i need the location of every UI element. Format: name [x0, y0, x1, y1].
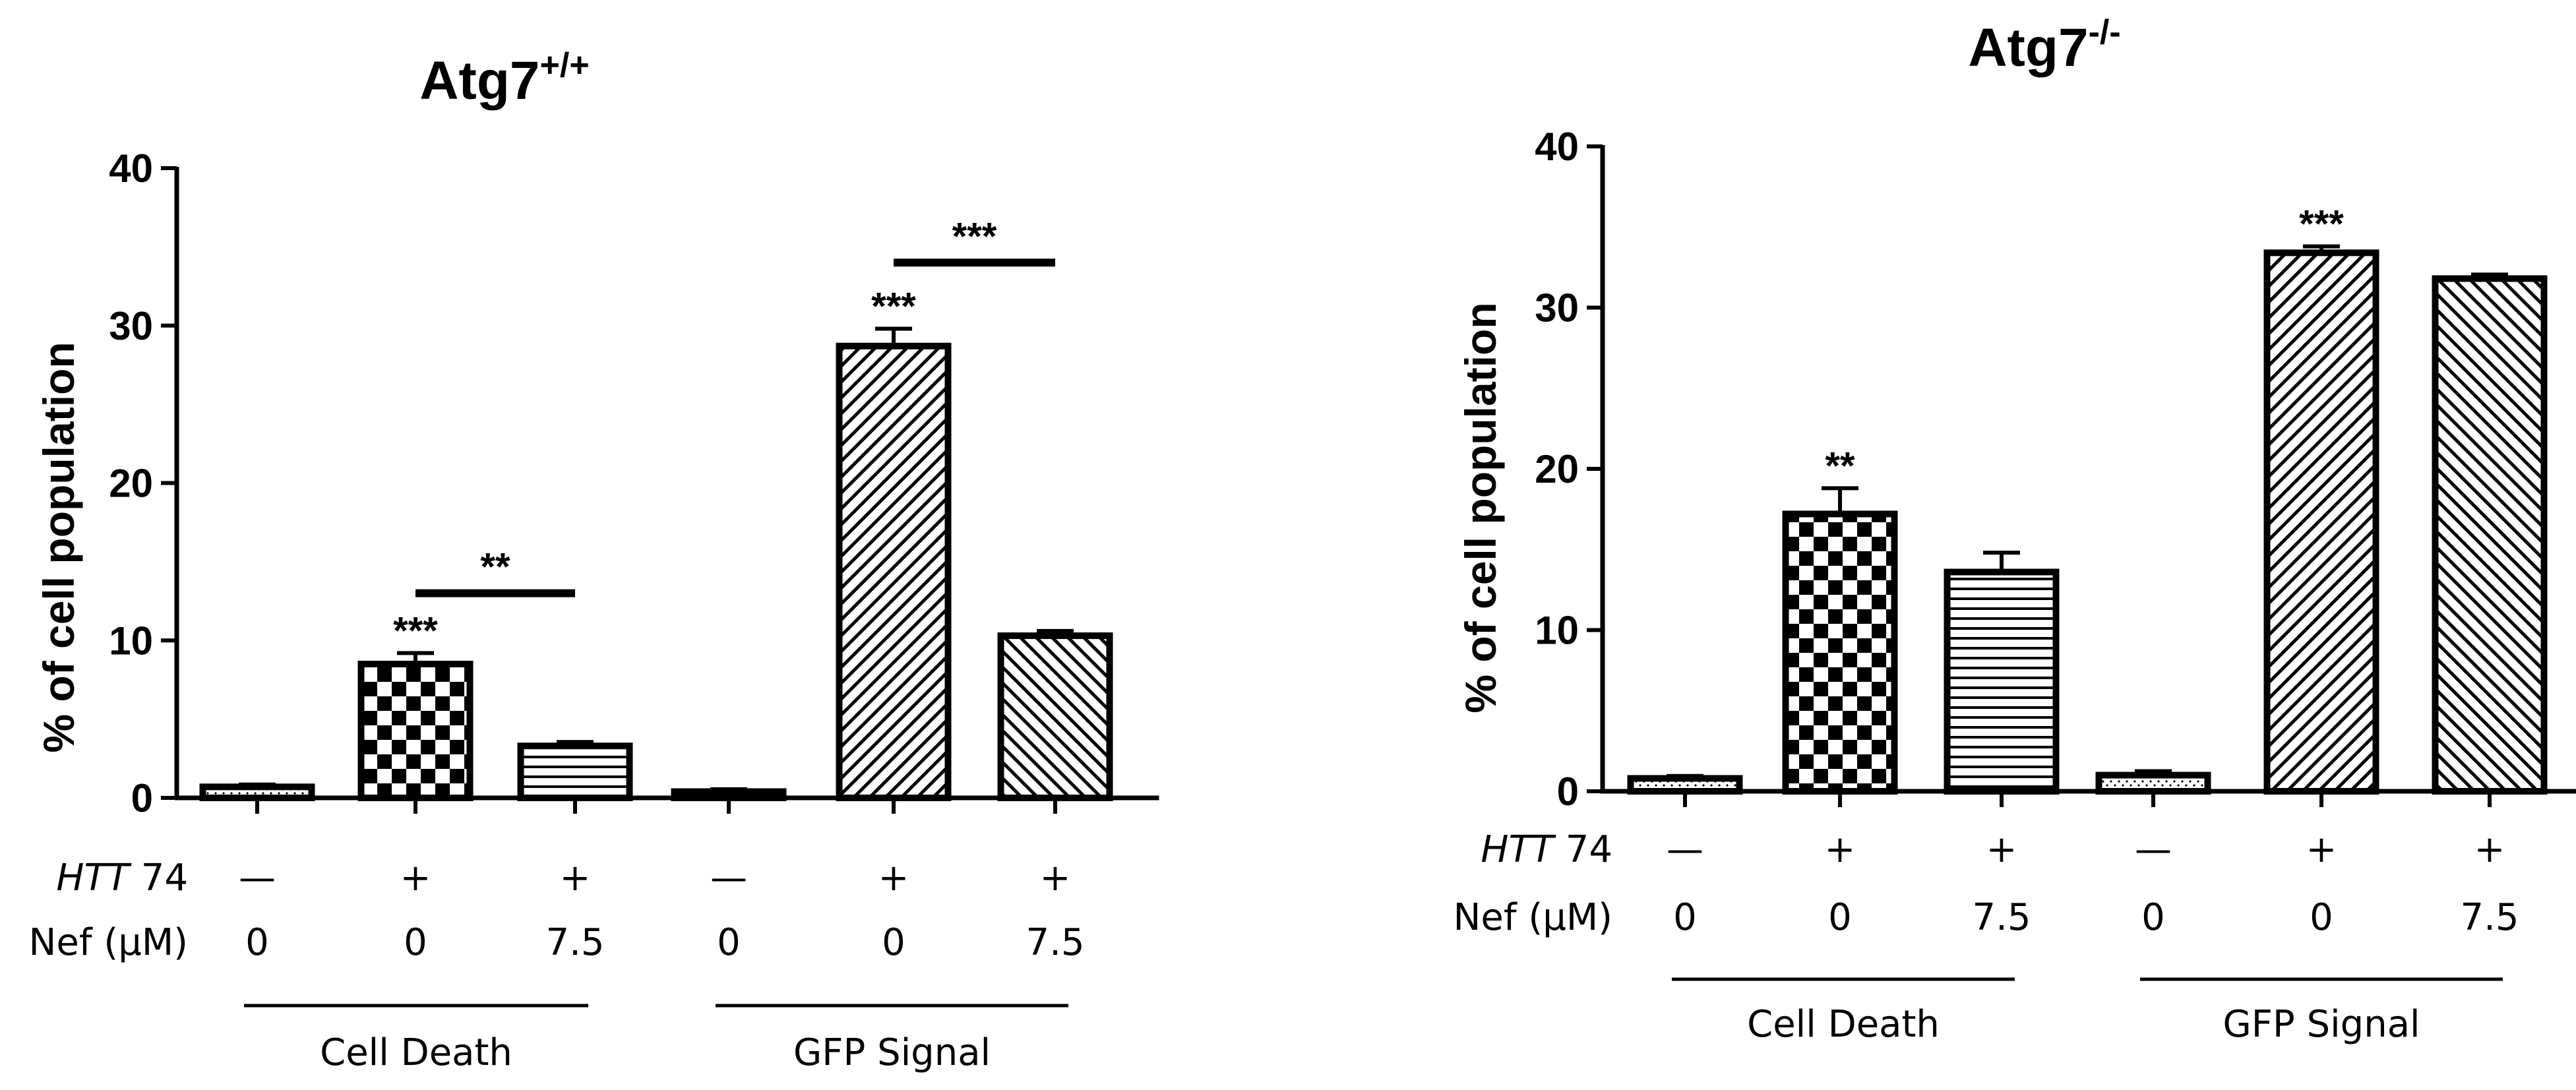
row-label-htt: HTT	[1481, 828, 1556, 871]
significance-label: ***	[871, 286, 916, 328]
y-tick-label: 0	[1557, 770, 1579, 814]
chart-panel-atg7-wt: Atg7+/+ % of cell population 0 10 20 30 40 **…	[29, 46, 1159, 1074]
row-label-htt74: HTT 74	[1481, 828, 1612, 871]
row-label-htt: HTT	[56, 857, 131, 899]
nef-value: 7.5	[1026, 921, 1084, 964]
nef-value: 0	[2310, 896, 2333, 939]
y-tick-label: 20	[109, 462, 153, 506]
bar	[671, 788, 787, 801]
nef-value: 0	[404, 921, 427, 964]
chart-panel-atg7-ko: Atg7-/- % of cell population 0 10 20 30 40 **…	[1454, 13, 2576, 1046]
y-tick-label: 0	[131, 776, 153, 820]
bar	[2095, 772, 2211, 795]
nef-value: 0	[882, 921, 905, 964]
htt74-value: —	[2135, 828, 2172, 871]
nef-value: 0	[1673, 896, 1697, 939]
group-label: GFP Signal	[793, 1031, 991, 1074]
htt74-value: —	[710, 857, 747, 899]
significance-label: ***	[393, 609, 438, 652]
bar	[836, 342, 952, 801]
y-axis-label: % of cell population	[1456, 302, 1505, 713]
bar	[997, 632, 1113, 802]
htt74-value: +	[400, 857, 431, 899]
bar	[517, 742, 633, 802]
nef-value: 7.5	[1972, 896, 2031, 939]
htt74-value: +	[1986, 828, 2017, 871]
y-tick-label: 10	[109, 619, 153, 663]
bar	[199, 783, 315, 801]
htt74-value: +	[2474, 828, 2505, 871]
y-tick-label: 30	[1535, 286, 1579, 330]
comparison-label: **	[480, 546, 510, 589]
y-tick-label: 30	[109, 304, 153, 348]
bar	[2263, 249, 2379, 795]
row-label-htt-suffix: 74	[129, 857, 188, 899]
bar	[1782, 510, 1898, 795]
row-label-htt74: HTT 74	[56, 857, 188, 899]
nef-value: 7.5	[545, 921, 604, 964]
y-tick-label: 20	[1535, 447, 1579, 491]
htt74-value: +	[2306, 828, 2337, 871]
y-tick-label: 40	[109, 146, 153, 191]
nef-value: 0	[1828, 896, 1852, 939]
htt74-value: +	[1825, 828, 1856, 871]
nef-value: 7.5	[2460, 896, 2519, 939]
htt74-value: +	[1040, 857, 1071, 899]
chart-title: Atg7+/+	[419, 46, 589, 111]
significance-label: ***	[2299, 203, 2344, 246]
y-tick-label: 10	[1535, 609, 1579, 653]
htt74-value: —	[239, 857, 276, 899]
y-tick-label: 40	[1535, 125, 1579, 169]
significance-label: **	[1825, 444, 1855, 487]
bar	[1627, 775, 1743, 795]
group-label: Cell Death	[1747, 1003, 1940, 1046]
chart-title: Atg7-/-	[1968, 13, 2120, 78]
row-label-nef: Nef (μM)	[29, 921, 189, 964]
bar	[1944, 568, 2060, 795]
y-axis-label: % of cell population	[34, 342, 83, 752]
comparison-label: ***	[952, 215, 997, 258]
bar	[357, 661, 474, 801]
htt74-value: +	[560, 857, 591, 899]
row-label-htt-suffix: 74	[1554, 828, 1612, 871]
nef-value: 0	[245, 921, 269, 964]
nef-value: 0	[717, 921, 741, 964]
bar	[2432, 275, 2548, 795]
row-label-nef: Nef (μM)	[1454, 896, 1613, 939]
group-label: GFP Signal	[2223, 1003, 2420, 1046]
nef-value: 0	[2141, 896, 2165, 939]
htt74-value: +	[878, 857, 909, 899]
htt74-value: —	[1667, 828, 1703, 871]
group-label: Cell Death	[320, 1031, 512, 1074]
